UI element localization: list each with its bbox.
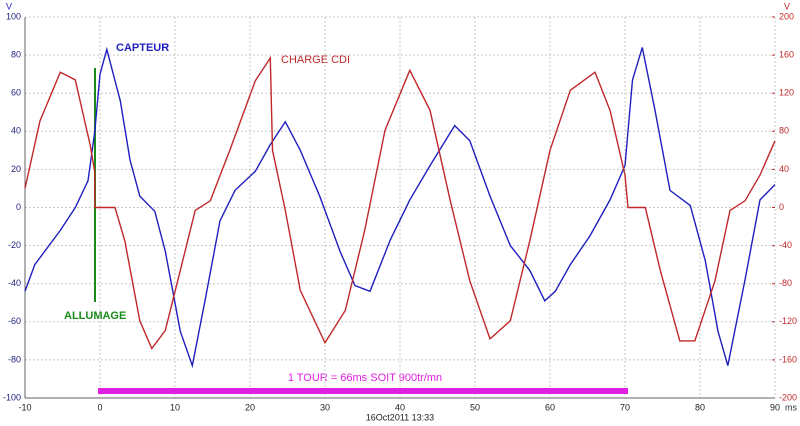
x-tick-label: 20 <box>245 402 255 412</box>
y-axis-unit: V <box>6 1 12 11</box>
annotation: 1 TOUR = 66ms SOIT 900tr/mn <box>288 372 442 384</box>
y2-tick-label: 160 <box>779 49 794 59</box>
y-tick-label: -80 <box>8 354 21 364</box>
x-tick-label: 0 <box>97 402 102 412</box>
x-tick-label: 80 <box>695 402 705 412</box>
y2-tick-label: 40 <box>779 164 789 174</box>
y2-tick-label: 120 <box>779 88 794 98</box>
y-tick-label: -40 <box>8 278 21 288</box>
x-tick-label: 30 <box>320 402 330 412</box>
y2-tick-label: -80 <box>779 278 792 288</box>
annotation: CAPTEUR <box>116 42 169 54</box>
annotation: ALLUMAGE <box>64 310 126 322</box>
y-tick-label: 40 <box>11 126 21 136</box>
footer: 16Oct2011 13:33 <box>366 412 434 422</box>
y-tick-label: 80 <box>11 49 21 59</box>
tour-bar <box>98 388 628 394</box>
y-tick-label: -60 <box>8 316 21 326</box>
y-tick-label: -20 <box>8 240 21 250</box>
x-tick-label: 40 <box>395 402 405 412</box>
x-tick-label: 90 <box>770 402 780 412</box>
x-tick-label: -10 <box>18 402 31 412</box>
y-tick-label: 60 <box>11 88 21 98</box>
y-tick-label: 20 <box>11 164 21 174</box>
y-tick-label: -100 <box>3 392 21 402</box>
y2-tick-label: 200 <box>779 11 794 21</box>
y-tick-label: 0 <box>16 202 21 212</box>
y-tick-label: 100 <box>6 11 21 21</box>
series-line <box>24 46 776 369</box>
y2-tick-label: 80 <box>779 126 789 136</box>
annotation: CHARGE CDI <box>281 54 350 66</box>
x-tick-label: 60 <box>545 402 555 412</box>
y2-tick-label: 0 <box>779 202 784 212</box>
y2-tick-label: -120 <box>779 316 797 326</box>
y2-tick-label: -200 <box>779 392 797 402</box>
y2-tick-label: -40 <box>779 240 792 250</box>
x-tick-label: 50 <box>470 402 480 412</box>
x-tick-label: 10 <box>170 402 180 412</box>
x-axis-unit: ms <box>785 402 797 412</box>
y2-tick-label: -160 <box>779 354 797 364</box>
series-line <box>24 55 776 350</box>
y2-axis-unit: V <box>784 1 790 11</box>
x-tick-label: 70 <box>620 402 630 412</box>
